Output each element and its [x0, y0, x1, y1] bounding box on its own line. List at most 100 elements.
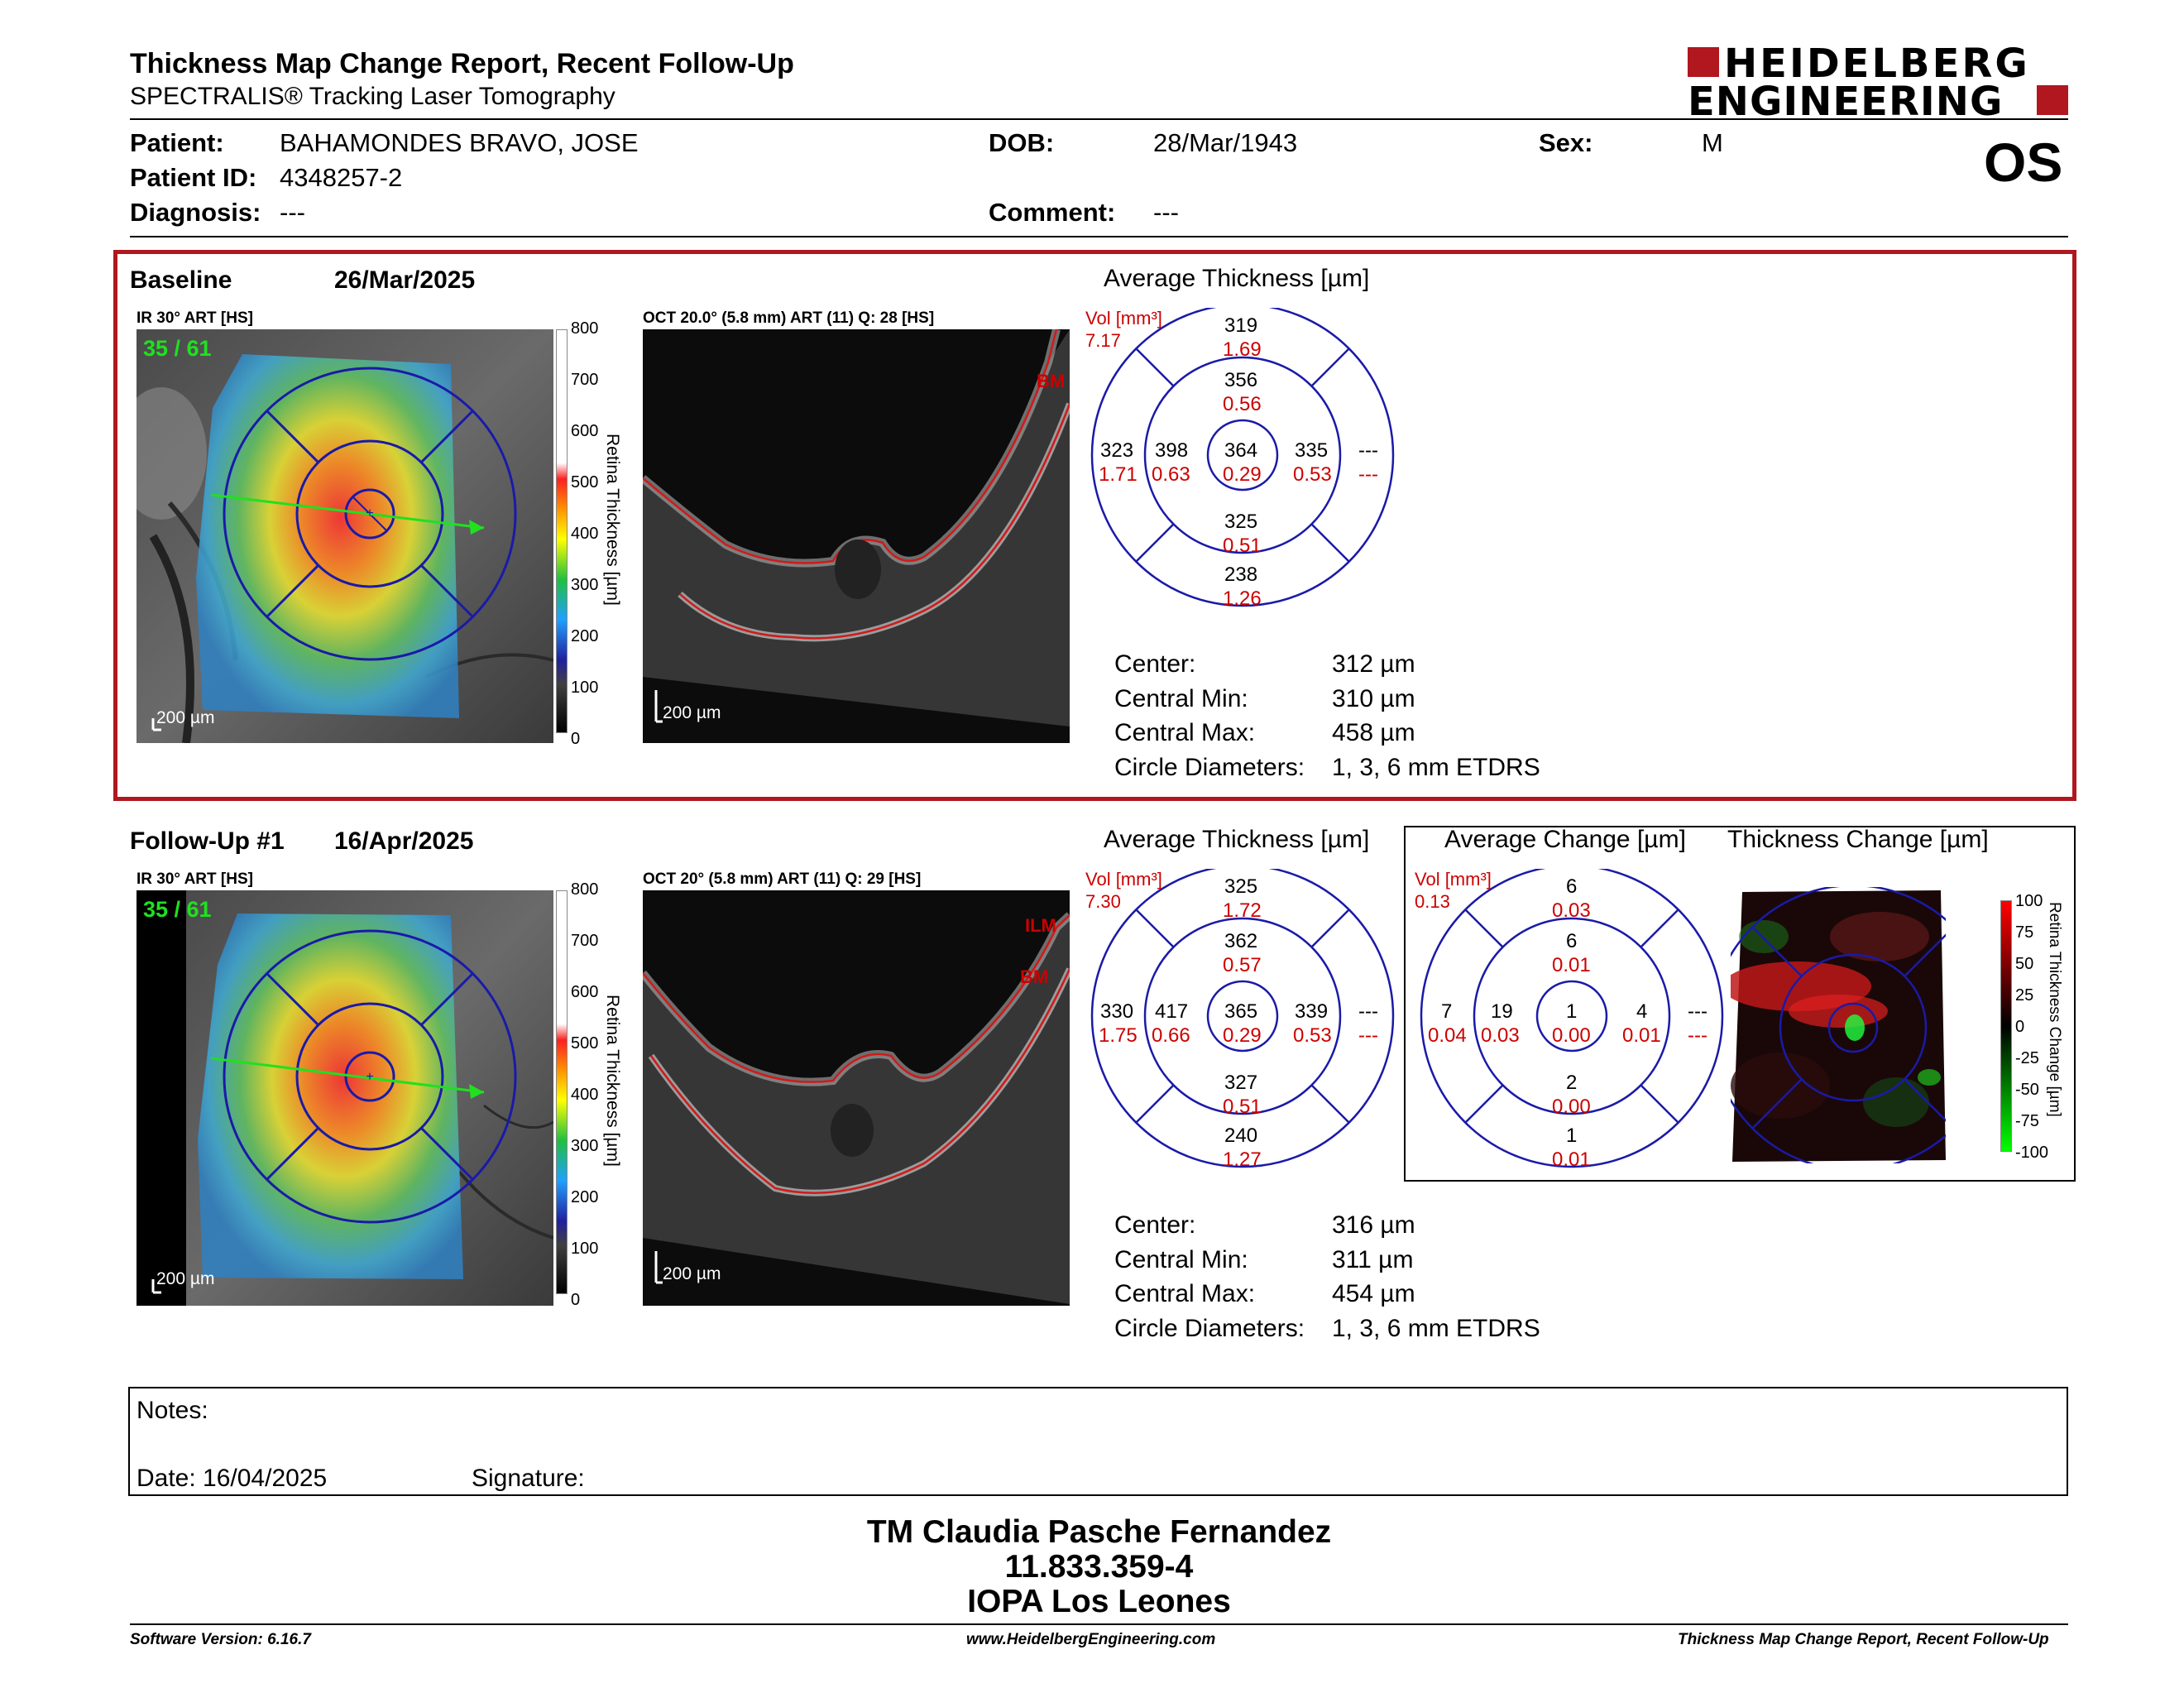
- stat-label: Central Min:: [1114, 684, 1248, 712]
- change-vol-value: 0.13: [1415, 891, 1450, 912]
- followup-center-volume: 0.29: [1223, 1024, 1262, 1047]
- change-colorbar-title: Retina Thickness Change [µm]: [2046, 902, 2063, 1117]
- stat-value: 310 µm: [1332, 684, 1415, 712]
- cbar-tick: 800: [571, 319, 599, 338]
- signer-id: 11.833.359-4: [1004, 1549, 1194, 1585]
- baseline-stats: Center: 312 µm Central Min: 310 µm Central…: [1114, 647, 1540, 784]
- followup-center-thickness: 365: [1224, 1000, 1258, 1023]
- stat-label: Circle Diameters:: [1114, 1314, 1305, 1342]
- cbar-tick: 100: [571, 679, 599, 697]
- notes-label: Notes:: [136, 1397, 208, 1424]
- followup-outer-superior-thickness: 325: [1224, 875, 1258, 898]
- baseline-avg-thickness-title: Average Thickness [µm]: [1104, 265, 1370, 292]
- stat-value: 454 µm: [1332, 1280, 1415, 1307]
- cbar-tick: 200: [571, 1188, 599, 1206]
- baseline-oct-label: OCT 20.0° (5.8 mm) ART (11) Q: 28 [HS]: [643, 309, 935, 327]
- change-outer-nasal-volume: 0.04: [1428, 1024, 1467, 1047]
- baseline-outer-inferior-thickness: 238: [1224, 563, 1258, 586]
- baseline-outer-temporal-thickness: ---: [1358, 439, 1378, 462]
- cbar-tick: 300: [571, 576, 599, 594]
- followup-fundus-image: + 35 / 61 200 µm: [136, 890, 553, 1306]
- cbar-tick: 600: [571, 983, 599, 1001]
- baseline-fundus-image: + 35 / 61 200 µm: [136, 329, 553, 743]
- stat-label: Circle Diameters:: [1114, 753, 1305, 781]
- svg-text:+: +: [366, 1070, 373, 1084]
- change-vol-label: Vol [mm³]: [1415, 869, 1492, 890]
- patient-name: BAHAMONDES BRAVO, JOSE: [280, 128, 639, 157]
- patient-label: Patient:: [130, 128, 224, 157]
- notes-signature: Signature:: [472, 1465, 585, 1492]
- baseline-stat-row: Central Min: 310 µm: [1114, 682, 1540, 717]
- followup-oct-image: ILM BM 200 µm: [643, 890, 1070, 1306]
- change-etdrs-svg: [1420, 869, 1724, 1168]
- baseline-center-volume: 0.29: [1223, 463, 1262, 486]
- change-cbar-tick: -25: [2015, 1049, 2039, 1067]
- patient-id-value: 4348257-2: [280, 163, 403, 192]
- followup-inner-temporal-volume: 0.53: [1293, 1024, 1332, 1047]
- followup-thickness-colorbar: [556, 890, 568, 1294]
- change-inner-temporal-thickness: 4: [1636, 1000, 1648, 1023]
- followup-outer-superior-volume: 1.72: [1223, 899, 1262, 922]
- baseline-section: [113, 250, 2076, 801]
- change-cbar-tick: -75: [2015, 1112, 2039, 1130]
- footer-website[interactable]: www.HeidelbergEngineering.com: [966, 1631, 1216, 1648]
- baseline-outer-inferior-volume: 1.26: [1223, 587, 1262, 610]
- followup-inner-inferior-thickness: 327: [1224, 1072, 1258, 1094]
- heidelberg-logo: HEIDELBERG ENGINEERING: [1688, 41, 2068, 125]
- stat-value: 1, 3, 6 mm ETDRS: [1332, 1314, 1540, 1342]
- comment-label: Comment:: [989, 198, 1116, 227]
- change-inner-temporal-volume: 0.01: [1622, 1024, 1661, 1047]
- change-panel: [1404, 826, 2076, 1182]
- followup-oct-label: OCT 20° (5.8 mm) ART (11) Q: 29 [HS]: [643, 870, 922, 888]
- change-outer-temporal-thickness: ---: [1688, 1000, 1707, 1023]
- change-inner-inferior-thickness: 2: [1566, 1072, 1578, 1094]
- followup-oct-scale: 200 µm: [663, 1264, 721, 1283]
- comment-value: ---: [1153, 198, 1179, 227]
- followup-outer-inferior-thickness: 240: [1224, 1125, 1258, 1147]
- change-colorbar-ticks: 100 75 50 25 0 -25 -50 -75 -100: [2015, 892, 2065, 1165]
- stat-value: 311 µm: [1332, 1245, 1414, 1273]
- followup-inner-superior-thickness: 362: [1224, 930, 1258, 952]
- baseline-ir-scale: 200 µm: [156, 708, 215, 727]
- followup-outer-nasal-volume: 1.75: [1099, 1024, 1138, 1047]
- baseline-inner-inferior-thickness: 325: [1224, 511, 1258, 533]
- baseline-vol-value: 7.17: [1085, 330, 1121, 351]
- signer-institution: IOPA Los Leones: [967, 1584, 1231, 1619]
- patient-divider: [130, 236, 2068, 237]
- baseline-inner-superior-thickness: 356: [1224, 369, 1258, 391]
- baseline-outer-superior-thickness: 319: [1224, 314, 1258, 337]
- sex-value: M: [1702, 128, 1723, 157]
- stat-value: 316 µm: [1332, 1211, 1415, 1239]
- cbar-tick: 800: [571, 880, 599, 899]
- followup-vol-label: Vol [mm³]: [1085, 869, 1162, 890]
- thickness-change-map: [1709, 884, 1997, 1172]
- stat-label: Central Min:: [1114, 1245, 1248, 1273]
- followup-inner-temporal-thickness: 339: [1295, 1000, 1329, 1023]
- footer-divider: [130, 1623, 2068, 1625]
- stat-value: 458 µm: [1332, 719, 1415, 746]
- change-inner-superior-volume: 0.01: [1552, 954, 1591, 976]
- baseline-oct-tag-bm: BM: [1037, 371, 1066, 391]
- baseline-label: Baseline: [130, 266, 232, 294]
- logo-square-bottom: [2037, 85, 2068, 115]
- baseline-stat-row: Center: 312 µm: [1114, 647, 1540, 682]
- cbar-tick: 500: [571, 1034, 599, 1053]
- change-cbar-tick: 0: [2015, 1018, 2025, 1036]
- change-outer-inferior-thickness: 1: [1566, 1125, 1578, 1147]
- cbar-tick: 500: [571, 473, 599, 492]
- stat-label: Central Max:: [1114, 719, 1256, 746]
- change-inner-superior-thickness: 6: [1566, 930, 1578, 952]
- report-subtitle: SPECTRALIS® Tracking Laser Tomography: [130, 83, 615, 110]
- notes-date: Date: 16/04/2025: [136, 1465, 328, 1492]
- footer-report-name: Thickness Map Change Report, Recent Foll…: [1678, 1631, 2049, 1648]
- baseline-inner-nasal-volume: 0.63: [1152, 463, 1190, 486]
- thickness-change-map-svg: [1709, 884, 1997, 1172]
- baseline-outer-nasal-thickness: 323: [1100, 439, 1134, 462]
- followup-oct-tag-ilm: ILM: [1025, 915, 1056, 936]
- followup-ir-scale: 200 µm: [156, 1269, 215, 1288]
- stat-value: 312 µm: [1332, 650, 1415, 678]
- followup-label: Follow-Up #1: [130, 827, 285, 855]
- followup-ir-counter: 35 / 61: [143, 897, 212, 922]
- report-title: Thickness Map Change Report, Recent Foll…: [130, 48, 794, 79]
- baseline-thickness-colorbar: [556, 329, 568, 733]
